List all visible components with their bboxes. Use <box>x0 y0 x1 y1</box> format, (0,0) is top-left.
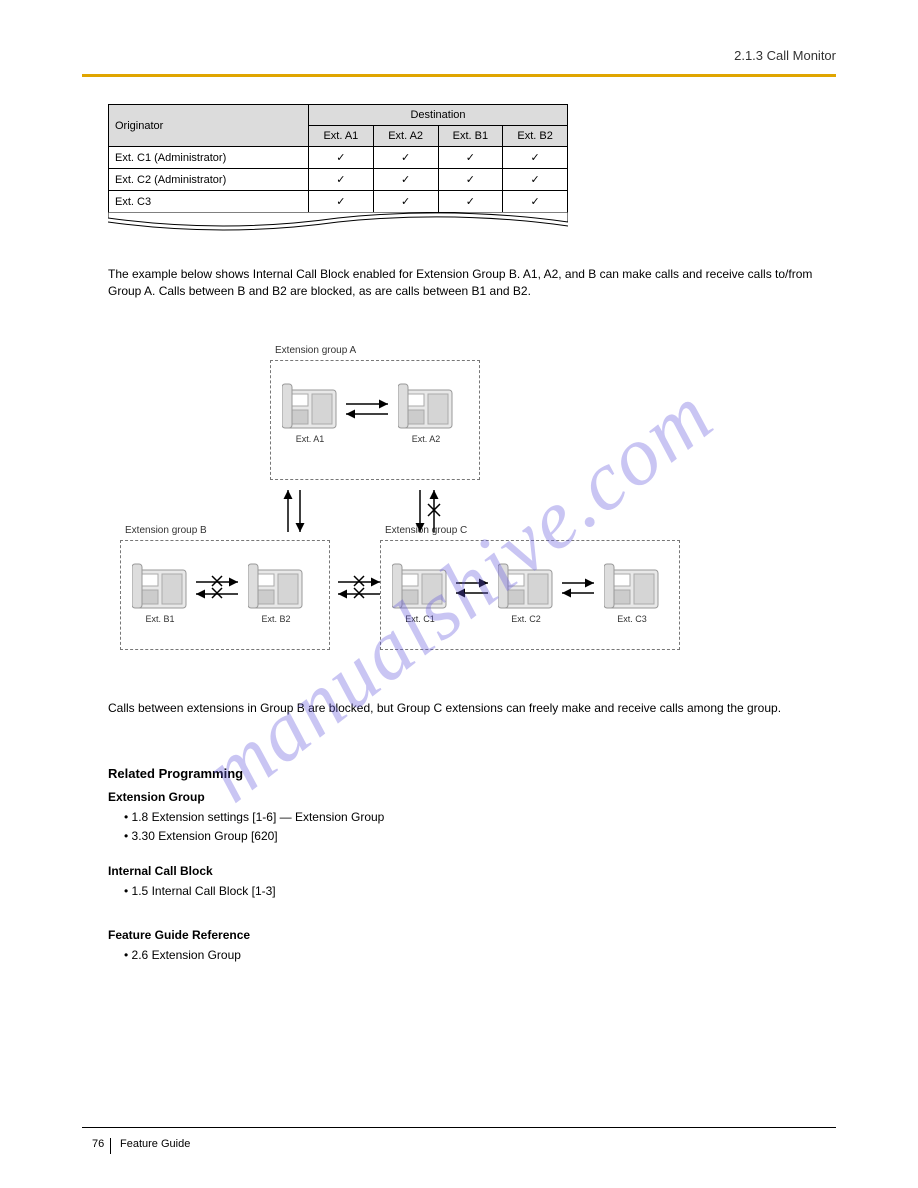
cell: ✓ <box>373 169 438 191</box>
phone-c3 <box>604 562 660 612</box>
footer-rule <box>82 1127 836 1128</box>
phone-a2 <box>398 382 454 432</box>
table-torn-edge <box>108 212 568 232</box>
phone-c3-label: Ext. C3 <box>604 614 660 624</box>
phone-a2-label: Ext. A2 <box>398 434 454 444</box>
bullet-item: 2.6 Extension Group <box>132 948 241 962</box>
phone-c1 <box>392 562 448 612</box>
phone-b1-label: Ext. B1 <box>132 614 188 624</box>
row-label: Ext. C3 <box>109 191 309 213</box>
permission-table-wrap: Originator Destination Ext. A1 Ext. A2 E… <box>108 104 568 232</box>
phone-c2 <box>498 562 554 612</box>
arrow-a1-a2 <box>342 398 394 422</box>
subhead-feature-guide-ref: Feature Guide Reference <box>108 928 250 942</box>
cell: ✓ <box>309 169 374 191</box>
group-b-label: Extension group B <box>125 525 207 536</box>
table-row: Ext. C1 (Administrator) ✓ ✓ ✓ ✓ <box>109 147 568 169</box>
arrow-a-c <box>412 484 446 538</box>
cell: ✓ <box>438 147 503 169</box>
group-a-label: Extension group A <box>275 345 356 356</box>
col-a2: Ext. A2 <box>373 126 438 147</box>
permission-table: Originator Destination Ext. A1 Ext. A2 E… <box>108 104 568 213</box>
cell: ✓ <box>503 191 568 213</box>
arrow-c1-c2 <box>452 578 494 600</box>
bullets-internal-call-block: • 1.5 Internal Call Block [1-3] <box>124 882 276 901</box>
example-text: The example below shows Internal Call Bl… <box>108 266 828 301</box>
phone-c2-label: Ext. C2 <box>498 614 554 624</box>
footer-title: Feature Guide <box>120 1138 190 1150</box>
top-rule <box>82 74 836 77</box>
footer-divider <box>110 1138 111 1154</box>
arrow-b1-b2 <box>192 576 244 602</box>
subhead-internal-call-block: Internal Call Block <box>108 864 213 878</box>
cell: ✓ <box>373 147 438 169</box>
bullet-item: 1.5 Internal Call Block [1-3] <box>132 884 276 898</box>
table-head-destination: Destination <box>309 105 568 126</box>
phone-a1 <box>282 382 338 432</box>
col-b2: Ext. B2 <box>503 126 568 147</box>
row-label: Ext. C1 (Administrator) <box>109 147 309 169</box>
diagram-note: Calls between extensions in Group B are … <box>108 700 828 717</box>
col-a1: Ext. A1 <box>309 126 374 147</box>
arrow-c2-c3 <box>558 578 600 600</box>
phone-c1-label: Ext. C1 <box>392 614 448 624</box>
arrow-a-b <box>280 484 310 538</box>
bullet-item: 3.30 Extension Group [620] <box>132 829 278 843</box>
bullet-item: 1.8 Extension settings [1-6] — Extension… <box>132 810 385 824</box>
table-row: Ext. C2 (Administrator) ✓ ✓ ✓ ✓ <box>109 169 568 191</box>
bullets-ext-group: • 1.8 Extension settings [1-6] — Extensi… <box>124 808 384 845</box>
subhead-ext-group: Extension Group <box>108 790 205 804</box>
cell: ✓ <box>309 147 374 169</box>
table-row: Ext. C3 ✓ ✓ ✓ ✓ <box>109 191 568 213</box>
table-head-originator: Originator <box>109 105 309 147</box>
call-block-diagram: Extension group A Extension group B Exte… <box>120 360 680 680</box>
cell: ✓ <box>438 191 503 213</box>
bullets-feature-guide-ref: • 2.6 Extension Group <box>124 946 241 965</box>
cell: ✓ <box>503 169 568 191</box>
cell: ✓ <box>373 191 438 213</box>
phone-b2 <box>248 562 304 612</box>
phone-b2-label: Ext. B2 <box>248 614 304 624</box>
cell: ✓ <box>503 147 568 169</box>
phone-b1 <box>132 562 188 612</box>
arrow-b-c <box>334 576 386 602</box>
cell: ✓ <box>309 191 374 213</box>
related-programming-heading: Related Programming <box>108 766 243 781</box>
cell: ✓ <box>438 169 503 191</box>
phone-a1-label: Ext. A1 <box>282 434 338 444</box>
page-number: 76 <box>92 1138 104 1150</box>
row-label: Ext. C2 (Administrator) <box>109 169 309 191</box>
col-b1: Ext. B1 <box>438 126 503 147</box>
header-section-title: 2.1.3 Call Monitor <box>734 48 836 63</box>
